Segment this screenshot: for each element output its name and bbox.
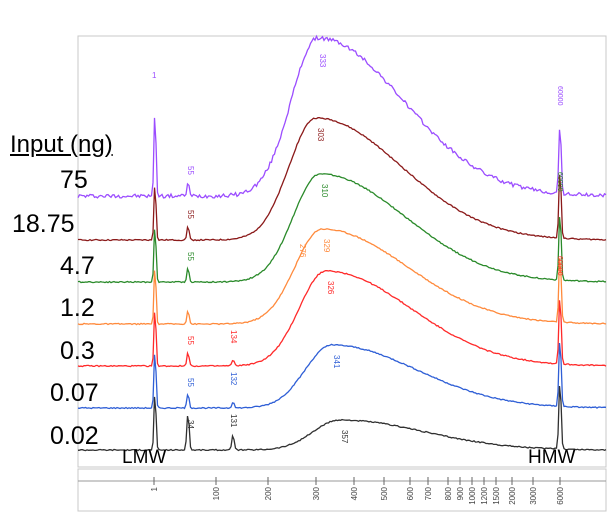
sample-label-75: 75 (60, 166, 88, 194)
x-tick-label: 1 (150, 486, 159, 491)
sample-label-0-02: 0.02 (50, 422, 99, 450)
lmw-peak-label: 55 (186, 210, 195, 219)
series-line (78, 116, 607, 242)
lmw-peak-label: 34 (186, 420, 195, 429)
x-tick-label: 1500 (492, 486, 501, 504)
peak-label: 357 (340, 430, 349, 444)
peak-label: 341 (332, 355, 341, 369)
peak-label: 310 (320, 184, 329, 198)
lmw-top-marker: 1 (152, 71, 157, 80)
x-tick-label: 2000 (508, 486, 517, 504)
hmw-peak-label: 60000 (556, 172, 563, 192)
x-tick-label: 500 (380, 486, 389, 500)
peak-label: 303 (316, 128, 325, 142)
peak-label: 333 (318, 54, 327, 68)
x-tick-label: 1200 (480, 486, 489, 504)
x-tick-label: 700 (424, 486, 433, 500)
peak-label: 326 (326, 281, 335, 295)
extra-peak-label: 131 (229, 414, 238, 428)
series-line (77, 269, 607, 368)
secondary-peak-label: 276 (298, 244, 307, 258)
x-tick-label: 900 (456, 486, 465, 500)
sample-label-0-07: 0.07 (50, 379, 99, 407)
lmw-marker-label: LMW (122, 447, 167, 468)
hmw-peak-label: 60000 (556, 256, 563, 276)
x-tick-label: 800 (444, 486, 453, 500)
hmw-peak-label: 60000 (556, 86, 563, 106)
x-tick-label: 3000 (529, 486, 538, 504)
x-tick-label: 400 (350, 486, 359, 500)
peak-label: 329 (322, 239, 331, 253)
x-tick-label: 600 (406, 486, 415, 500)
x-tick-label: 6000 (556, 486, 565, 504)
x-tick-label: 1000 (468, 486, 477, 504)
sample-label-4-7: 4.7 (60, 252, 95, 280)
sample-label-18-75: 18.75 (12, 210, 75, 238)
lmw-peak-label: 55 (186, 166, 195, 175)
plot-frame (77, 35, 607, 468)
x-tick-label: 100 (212, 486, 221, 500)
x-tick-label: 200 (264, 486, 273, 500)
lmw-peak-label: 55 (186, 378, 195, 387)
lmw-peak-label: 55 (186, 252, 195, 261)
series-line (77, 385, 607, 452)
series-line (77, 342, 607, 410)
series-line (77, 34, 607, 200)
sample-label-0-3: 0.3 (60, 337, 95, 365)
x-tick-label: 300 (312, 486, 321, 500)
extra-peak-label: 134 (229, 330, 238, 344)
x-axis-strip (77, 468, 607, 512)
hmw-marker-label: HMW (528, 447, 576, 468)
series-line (77, 228, 607, 326)
legend-title: Input (ng) (10, 131, 113, 158)
sample-label-1-2: 1.2 (60, 294, 95, 322)
series-line (77, 173, 606, 284)
extra-peak-label: 132 (229, 372, 238, 386)
lmw-peak-label: 55 (186, 336, 195, 345)
